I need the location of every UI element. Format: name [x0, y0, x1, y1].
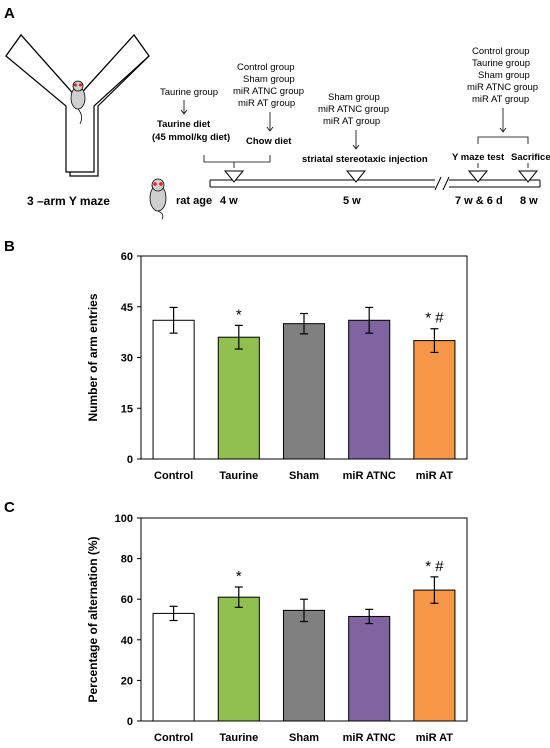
test-group-3: Sham group: [478, 70, 530, 81]
bar-mir-atnc: [348, 615, 391, 722]
rat-icon-maze: [70, 80, 86, 125]
y-tick-label: 100: [115, 513, 133, 525]
age-8w: 8 w: [520, 195, 538, 207]
chow-group-2: Sham group: [243, 74, 295, 85]
category-label: miR AT: [416, 470, 454, 482]
y-tick-label: 80: [121, 554, 133, 566]
chow-group-3: miR ATNC group: [233, 86, 304, 97]
category-label: miR ATNC: [343, 732, 396, 744]
bar-taurine: [217, 596, 260, 722]
injection-group-1: Sham group: [328, 92, 380, 103]
test-group-5: miR AT group: [472, 94, 529, 105]
y-axis-label: Percentage of alternation (%): [86, 536, 100, 702]
category-label: miR AT: [416, 732, 454, 744]
test-group-2: Taurine group: [472, 58, 530, 69]
timeline-markers: [223, 170, 539, 183]
taurine-diet-label: Taurine diet: [157, 119, 211, 130]
test-bracket: [477, 136, 529, 144]
timeline: [209, 176, 541, 191]
y-tick-label: 45: [121, 302, 133, 314]
age-7w6d: 7 w & 6 d: [455, 195, 503, 207]
y-tick-label: 60: [121, 594, 133, 606]
category-label: Sham: [289, 470, 319, 482]
y-tick-label: 30: [121, 353, 133, 365]
significance-marker: * #: [425, 310, 444, 327]
taurine-group-label: Taurine group: [160, 87, 218, 98]
y-tick-label: 15: [121, 403, 133, 415]
chart-alternation: 0 20 40 60 80 100 Percentage of alternation (%…: [86, 513, 468, 744]
bar-control: [152, 319, 195, 460]
y-tick-label: 60: [121, 251, 133, 263]
bar-control: [152, 612, 195, 722]
category-label: Sham: [289, 732, 319, 744]
bar-mir-atnc: [348, 319, 391, 460]
bar-taurine: [217, 336, 260, 460]
panel-a-label: A: [4, 5, 15, 22]
y-tick-label: 40: [121, 635, 133, 647]
sacrifice-label: Sacrifice: [511, 152, 550, 163]
chow-group-1: Control group: [237, 62, 295, 73]
bar-mir-at: [413, 340, 456, 460]
injection-label: striatal stereotaxic injection: [302, 154, 428, 165]
age-4w: 4 w: [220, 195, 238, 207]
significance-marker: *: [236, 568, 242, 585]
age-5w: 5 w: [343, 195, 361, 207]
chow-group-4: miR AT group: [238, 98, 295, 109]
significance-marker: * #: [425, 558, 444, 575]
category-label: Taurine: [219, 732, 258, 744]
y-tick-label: 0: [127, 454, 133, 466]
category-label: Control: [154, 470, 193, 482]
taurine-diet-amount: (45 mmol/kg diet): [152, 132, 230, 143]
test-group-1: Control group: [472, 46, 530, 57]
bar-sham: [282, 323, 326, 460]
test-group-4: miR ATNC group: [467, 82, 538, 93]
panel-c-label: C: [4, 499, 15, 516]
chart-arm-entries: 0 15 30 45 60 Number of arm entries Control Tau…: [86, 251, 468, 482]
y-tick-label: 20: [121, 675, 133, 687]
rat-age-label: rat age: [176, 195, 212, 207]
y-axis-label: Number of arm entries: [86, 293, 100, 421]
panel-b-label: B: [4, 238, 15, 255]
rat-icon-timeline: [149, 178, 167, 220]
ymaze-test-label: Y maze test: [452, 152, 505, 163]
diet-bracket: [203, 155, 271, 163]
category-label: Taurine: [219, 470, 258, 482]
category-label: Control: [154, 732, 193, 744]
significance-marker: *: [236, 306, 242, 323]
injection-group-2: miR ATNC group: [318, 104, 389, 115]
bar-sham: [282, 609, 326, 722]
category-label: miR ATNC: [343, 470, 396, 482]
y-tick-label: 0: [127, 716, 133, 728]
maze-caption: 3 –arm Y maze: [27, 194, 110, 208]
injection-group-3: miR AT group: [323, 116, 380, 127]
chow-diet-label: Chow diet: [246, 136, 292, 147]
bar-mir-at: [413, 589, 456, 722]
